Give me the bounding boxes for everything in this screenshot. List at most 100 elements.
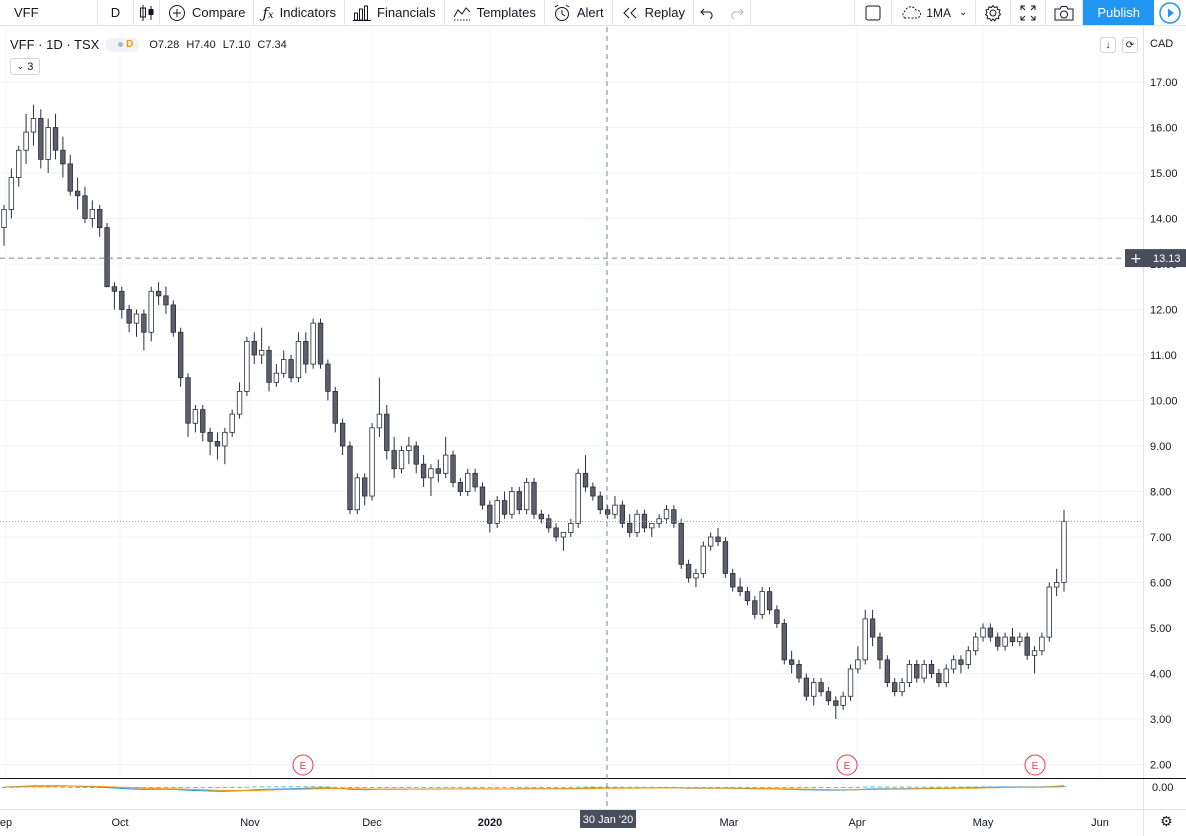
- macd-histogram-bar: [244, 786, 250, 788]
- indicators-button[interactable]: ƒx Indicators: [254, 0, 346, 25]
- macd-histogram-bar: [656, 786, 662, 788]
- candle: [744, 587, 751, 606]
- candle: [877, 632, 883, 669]
- candle: [74, 177, 81, 210]
- candle: [575, 468, 581, 528]
- macd-histogram-bar: [82, 787, 88, 788]
- reset-scale-button[interactable]: ⟳: [1122, 37, 1138, 53]
- macd-histogram-bar: [1, 787, 7, 788]
- candle: [258, 327, 265, 365]
- candle: [303, 332, 309, 374]
- candle: [869, 609, 876, 647]
- candle-body-down: [435, 468, 441, 474]
- earnings-circle-icon: [292, 754, 314, 776]
- symbol-search-button[interactable]: VFF: [0, 0, 98, 25]
- earnings-marker[interactable]: E: [292, 754, 314, 776]
- candle: [435, 459, 441, 483]
- arrow-down-icon: ↓: [1105, 39, 1111, 51]
- axis-settings-gear-icon[interactable]: ⚙: [1160, 814, 1173, 830]
- candle: [472, 468, 478, 492]
- candle-body-up: [281, 359, 287, 374]
- candle: [155, 282, 162, 305]
- macd-histogram-bar: [929, 786, 934, 788]
- macd-histogram-bar: [958, 786, 964, 788]
- indicator-template-button[interactable]: 1MA ⌄: [892, 0, 977, 25]
- candle: [693, 568, 699, 588]
- candle-body-up: [229, 413, 235, 433]
- time-tick-label: Jun: [1091, 817, 1109, 829]
- candle-body-down: [155, 290, 162, 297]
- fullscreen-button[interactable]: [1011, 0, 1047, 25]
- macd-histogram-bar: [737, 787, 743, 788]
- candle-body-down: [678, 522, 684, 565]
- replay-button[interactable]: Replay: [613, 0, 695, 25]
- macd-histogram-bar: [914, 786, 920, 788]
- candle: [950, 655, 957, 674]
- undo-button[interactable]: [694, 0, 722, 25]
- settings-button[interactable]: [976, 0, 1012, 25]
- candle-body-down: [590, 486, 596, 497]
- price-tick-label: 15.00: [1150, 168, 1178, 180]
- candle-body-down: [553, 527, 559, 538]
- scroll-to-latest-button[interactable]: ↓: [1100, 37, 1116, 53]
- alert-button[interactable]: Alert: [545, 0, 613, 25]
- candle-body-down: [413, 445, 419, 465]
- compare-button[interactable]: Compare: [160, 0, 255, 25]
- legend-collapse-button[interactable]: ⌄ 3: [10, 58, 40, 75]
- macd-histogram-bar: [899, 786, 905, 788]
- candle: [700, 541, 706, 578]
- macd-histogram-bar: [215, 787, 220, 788]
- candle: [943, 664, 949, 688]
- macd-histogram-bar: [141, 787, 147, 789]
- macd-histogram-bar: [377, 787, 382, 788]
- price-tick-label: 5.00: [1150, 623, 1171, 635]
- candle: [332, 386, 338, 433]
- candle-body-down: [126, 309, 132, 324]
- earnings-marker[interactable]: E: [1024, 754, 1046, 776]
- candle-body-down: [177, 331, 184, 379]
- candle: [906, 659, 913, 688]
- candle: [384, 405, 390, 460]
- candle-body-up: [1061, 521, 1067, 583]
- publish-button[interactable]: Publish: [1083, 0, 1154, 25]
- financials-button[interactable]: Financials: [345, 0, 445, 25]
- candle: [707, 532, 714, 551]
- interval-button[interactable]: D: [98, 0, 134, 25]
- macd-histogram-bar: [774, 787, 780, 788]
- candle-body-down: [38, 118, 44, 160]
- earnings-marker[interactable]: E: [836, 754, 858, 776]
- macd-histogram-bar: [340, 787, 345, 788]
- earnings-label: E: [1032, 761, 1039, 772]
- publish-label: Publish: [1097, 5, 1140, 20]
- macd-histogram-bar: [391, 787, 397, 788]
- macd-histogram-bar: [892, 786, 897, 788]
- chart-canvas[interactable]: 17.0016.0015.0014.0013.0012.0011.0010.00…: [0, 27, 1186, 836]
- chart-type-button[interactable]: [134, 0, 160, 25]
- candle-body-down: [737, 586, 743, 592]
- layout-button[interactable]: [854, 0, 893, 25]
- candle: [428, 464, 434, 497]
- chart-grid: [0, 27, 1143, 779]
- market-status-badge[interactable]: D: [105, 37, 140, 52]
- price-tick-label: 3.00: [1150, 714, 1171, 726]
- candle-body-down: [487, 504, 493, 524]
- redo-button[interactable]: [722, 0, 752, 25]
- macd-histogram-bar: [494, 787, 500, 788]
- play-button[interactable]: [1154, 0, 1186, 25]
- macd-histogram-bar: [789, 787, 794, 788]
- macd-histogram-bar: [767, 787, 772, 788]
- candle-body-down: [347, 445, 353, 511]
- macd-histogram-bar: [472, 786, 478, 788]
- macd-signal-line: [4, 785, 1065, 792]
- financials-label: Financials: [377, 5, 436, 20]
- candle-body-up: [494, 500, 500, 524]
- candle: [730, 568, 736, 592]
- undo-icon: [700, 7, 716, 19]
- macd-histogram-bar: [818, 787, 824, 788]
- chart-area[interactable]: 17.0016.0015.0014.0013.0012.0011.0010.00…: [0, 27, 1186, 836]
- candle-body-down: [384, 413, 390, 451]
- templates-button[interactable]: Templates: [445, 0, 545, 25]
- macd-histogram-bar: [465, 786, 471, 788]
- snapshot-button[interactable]: [1046, 0, 1084, 25]
- candle-body-down: [450, 454, 456, 483]
